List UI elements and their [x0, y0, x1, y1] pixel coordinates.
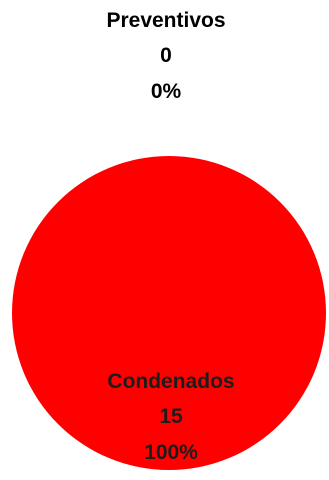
data-label-preventivos: Preventivos 0 0% [106, 9, 225, 103]
pie-slice-condenados [12, 156, 326, 470]
pie-slices [12, 156, 326, 470]
slice-label-preventivos-percent: 0% [151, 80, 182, 103]
slice-label-condenados-value: 15 [159, 405, 183, 428]
slice-label-preventivos-name: Preventivos [106, 9, 225, 32]
slice-label-preventivos-value: 0 [160, 44, 172, 67]
data-label-condenados: Condenados 15 100% [107, 370, 234, 464]
slice-label-condenados-percent: 100% [144, 441, 198, 464]
slice-label-condenados-name: Condenados [107, 370, 234, 393]
